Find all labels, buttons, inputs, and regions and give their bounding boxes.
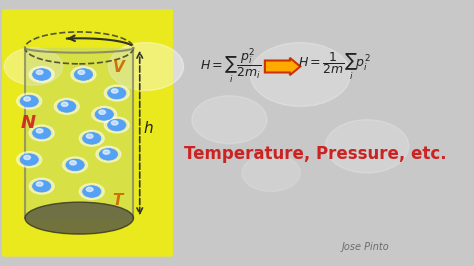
Circle shape xyxy=(74,69,92,80)
Circle shape xyxy=(82,186,101,197)
Circle shape xyxy=(17,93,42,109)
Circle shape xyxy=(4,48,63,85)
Text: T: T xyxy=(113,193,123,208)
Circle shape xyxy=(79,130,104,146)
Circle shape xyxy=(242,154,301,192)
Circle shape xyxy=(29,178,54,194)
Circle shape xyxy=(54,98,79,114)
Circle shape xyxy=(29,66,54,82)
Circle shape xyxy=(111,121,118,125)
Circle shape xyxy=(33,69,51,80)
Circle shape xyxy=(20,154,38,165)
Circle shape xyxy=(95,109,113,120)
Text: Temperature, Pressure, etc.: Temperature, Pressure, etc. xyxy=(183,145,446,163)
Circle shape xyxy=(33,127,51,139)
Circle shape xyxy=(192,96,267,144)
Circle shape xyxy=(20,95,38,107)
Circle shape xyxy=(86,134,93,138)
Polygon shape xyxy=(25,48,134,218)
Text: V: V xyxy=(113,60,124,75)
Text: Jose Pinto: Jose Pinto xyxy=(342,242,390,252)
Circle shape xyxy=(78,70,85,74)
Circle shape xyxy=(36,182,43,186)
Circle shape xyxy=(99,148,118,160)
Circle shape xyxy=(24,155,30,160)
Circle shape xyxy=(325,120,409,173)
FancyArrow shape xyxy=(265,58,301,75)
Text: $H=\sum_i \dfrac{p_i^2}{2m_i}$: $H=\sum_i \dfrac{p_i^2}{2m_i}$ xyxy=(200,47,261,86)
Circle shape xyxy=(104,85,129,101)
Circle shape xyxy=(109,43,183,90)
Circle shape xyxy=(36,70,43,74)
Text: h: h xyxy=(144,121,154,136)
Circle shape xyxy=(70,161,76,165)
Circle shape xyxy=(104,117,129,133)
Circle shape xyxy=(57,101,76,112)
Circle shape xyxy=(108,87,126,99)
Circle shape xyxy=(71,66,96,82)
Circle shape xyxy=(92,106,117,122)
Text: N: N xyxy=(21,114,36,132)
Circle shape xyxy=(86,187,93,192)
Circle shape xyxy=(111,89,118,93)
Circle shape xyxy=(63,157,88,173)
Circle shape xyxy=(33,180,51,192)
Circle shape xyxy=(99,110,106,114)
Circle shape xyxy=(29,125,54,141)
Circle shape xyxy=(61,102,68,106)
Circle shape xyxy=(82,132,101,144)
Ellipse shape xyxy=(25,202,134,234)
FancyBboxPatch shape xyxy=(2,9,173,257)
Text: $H=\dfrac{1}{2m}\sum_i p_i^2$: $H=\dfrac{1}{2m}\sum_i p_i^2$ xyxy=(298,51,371,82)
Circle shape xyxy=(103,150,109,154)
Circle shape xyxy=(36,129,43,133)
Circle shape xyxy=(17,152,42,168)
Circle shape xyxy=(108,119,126,131)
Circle shape xyxy=(96,146,121,162)
Circle shape xyxy=(79,184,104,200)
Circle shape xyxy=(250,43,350,106)
Circle shape xyxy=(24,97,30,101)
Circle shape xyxy=(66,159,84,171)
